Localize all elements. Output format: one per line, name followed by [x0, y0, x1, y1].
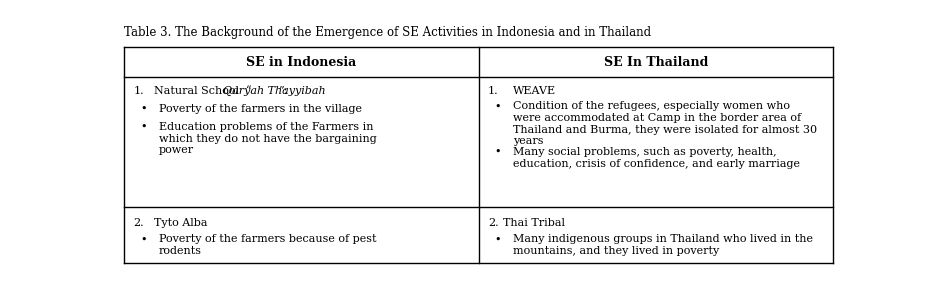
Text: Poverty of the farmers in the village: Poverty of the farmers in the village [159, 104, 361, 114]
Text: Thai Tribal: Thai Tribal [502, 218, 564, 228]
Text: SE in Indonesia: SE in Indonesia [247, 56, 357, 69]
Text: ”:: ”: [278, 86, 288, 96]
Text: WEAVE: WEAVE [514, 86, 557, 96]
Text: SE In Thailand: SE In Thailand [603, 56, 708, 69]
Text: •: • [495, 147, 502, 157]
Text: 1.: 1. [134, 86, 144, 96]
Text: Natural School  “: Natural School “ [154, 86, 252, 96]
Text: •: • [495, 234, 502, 244]
Text: Many indigenous groups in Thailand who lived in the
mountains, and they lived in: Many indigenous groups in Thailand who l… [514, 234, 814, 256]
Text: •: • [140, 122, 147, 132]
Text: Condition of the refugees, especially women who
were accommodated at Camp in the: Condition of the refugees, especially wo… [514, 101, 817, 146]
Text: •: • [495, 101, 502, 111]
Text: 2.: 2. [488, 218, 499, 228]
Text: 1.: 1. [488, 86, 499, 96]
Text: Table 3. The Background of the Emergence of SE Activities in Indonesia and in Th: Table 3. The Background of the Emergence… [124, 26, 651, 39]
Text: •: • [140, 104, 147, 114]
Text: Many social problems, such as poverty, health,
education, crisis of confidence, : Many social problems, such as poverty, h… [514, 147, 800, 169]
Text: 2.: 2. [134, 218, 144, 228]
Text: Poverty of the farmers because of pest
rodents: Poverty of the farmers because of pest r… [159, 234, 376, 256]
Text: Education problems of the Farmers in
which they do not have the bargaining
power: Education problems of the Farmers in whi… [159, 122, 376, 155]
Text: Tyto Alba: Tyto Alba [154, 218, 208, 228]
Text: •: • [140, 234, 147, 244]
Text: Qaryah Thayyibah: Qaryah Thayyibah [223, 86, 326, 96]
